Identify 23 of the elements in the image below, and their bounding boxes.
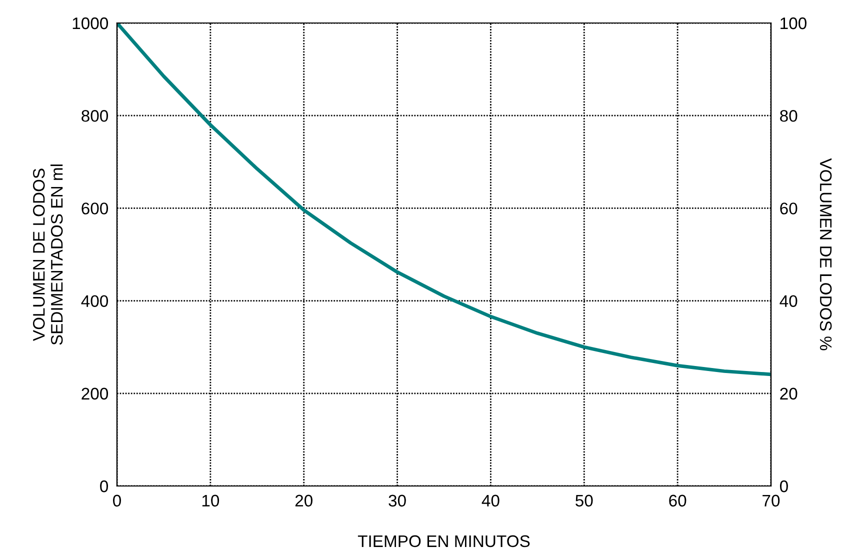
x-axis-title: TIEMPO EN MINUTOS bbox=[358, 535, 530, 548]
y2-tick-label: 20 bbox=[780, 388, 798, 400]
y2-tick-label: 60 bbox=[780, 202, 798, 214]
x-tick-label: 30 bbox=[388, 494, 406, 507]
x-tick-label: 70 bbox=[762, 494, 780, 507]
y-tick-label: 0 bbox=[100, 480, 108, 492]
y2-tick-label: 80 bbox=[780, 110, 798, 122]
y2-tick-label: 100 bbox=[780, 17, 806, 30]
x-tick-label: 50 bbox=[576, 494, 593, 507]
x-tick-label: 20 bbox=[295, 494, 312, 507]
y-tick-label: 400 bbox=[81, 295, 108, 308]
y-tick-label: 800 bbox=[82, 110, 108, 122]
x-tick-label: 40 bbox=[482, 494, 500, 507]
y-tick-label: 1000 bbox=[72, 17, 108, 30]
y-axis-title: VOLUMEN DE LODOS SEDIMENTADOS EN ml bbox=[32, 164, 63, 345]
y2-tick-label: 0 bbox=[780, 480, 788, 492]
x-tick-label: 60 bbox=[669, 494, 686, 507]
x-tick-label: 0 bbox=[113, 494, 121, 507]
y-tick-label: 200 bbox=[82, 388, 108, 400]
x-tick-label: 10 bbox=[202, 494, 220, 507]
y2-tick-label: 40 bbox=[780, 295, 798, 308]
y-tick-label: 600 bbox=[82, 202, 108, 214]
y2-axis-title: VOLUMEN DE LODOS % bbox=[820, 158, 832, 350]
